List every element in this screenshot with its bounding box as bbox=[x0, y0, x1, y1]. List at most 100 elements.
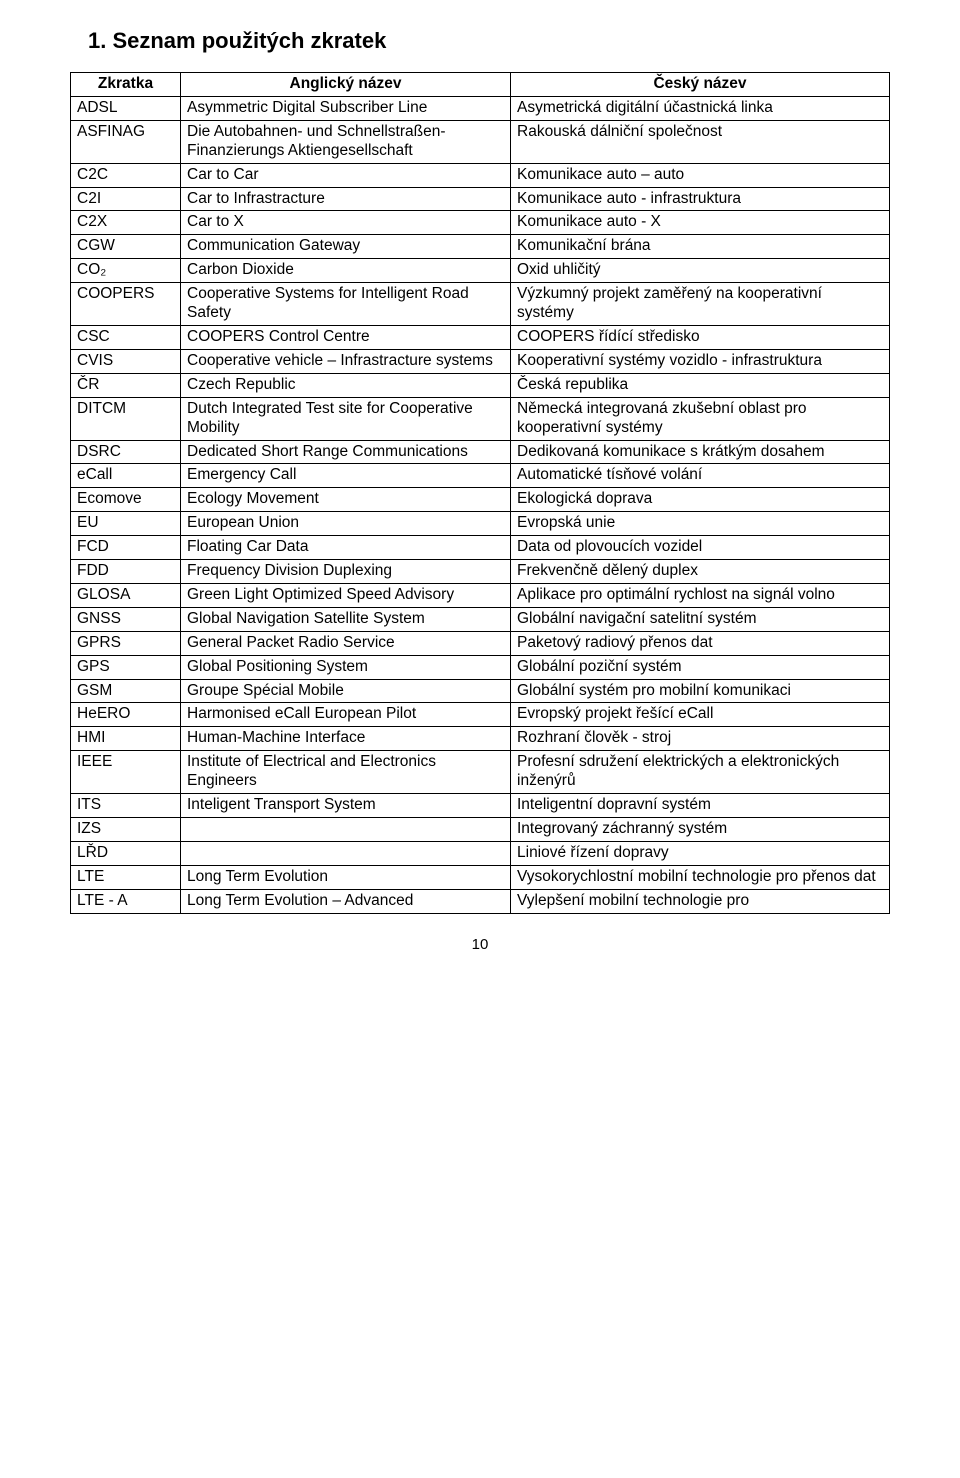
cell-en bbox=[181, 841, 511, 865]
table-row: DITCMDutch Integrated Test site for Coop… bbox=[71, 397, 890, 440]
table-row: GPSGlobal Positioning SystemGlobální poz… bbox=[71, 655, 890, 679]
cell-abbr: CSC bbox=[71, 325, 181, 349]
cell-abbr: FCD bbox=[71, 536, 181, 560]
col-header-en: Anglický název bbox=[181, 73, 511, 97]
cell-en: Ecology Movement bbox=[181, 488, 511, 512]
cell-abbr: LŘD bbox=[71, 841, 181, 865]
cell-cz: Komunikace auto - X bbox=[511, 211, 890, 235]
cell-abbr: ASFINAG bbox=[71, 120, 181, 163]
cell-cz: Paketový radiový přenos dat bbox=[511, 631, 890, 655]
cell-cz: Liniové řízení dopravy bbox=[511, 841, 890, 865]
table-row: IEEEInstitute of Electrical and Electron… bbox=[71, 751, 890, 794]
table-row: EcomoveEcology MovementEkologická doprav… bbox=[71, 488, 890, 512]
table-row: ASFINAGDie Autobahnen- und Schnellstraße… bbox=[71, 120, 890, 163]
table-row: LTELong Term EvolutionVysokorychlostní m… bbox=[71, 865, 890, 889]
cell-abbr: LTE bbox=[71, 865, 181, 889]
cell-cz: Komunikační brána bbox=[511, 235, 890, 259]
cell-cz: Vylepšení mobilní technologie pro bbox=[511, 889, 890, 913]
cell-en: Cooperative vehicle – Infrastracture sys… bbox=[181, 349, 511, 373]
cell-cz: Kooperativní systémy vozidlo - infrastru… bbox=[511, 349, 890, 373]
cell-abbr: Ecomove bbox=[71, 488, 181, 512]
cell-cz: Vysokorychlostní mobilní technologie pro… bbox=[511, 865, 890, 889]
table-row: IZS Integrovaný záchranný systém bbox=[71, 818, 890, 842]
cell-en: Car to Infrastracture bbox=[181, 187, 511, 211]
cell-en: Global Positioning System bbox=[181, 655, 511, 679]
cell-en: Dedicated Short Range Communications bbox=[181, 440, 511, 464]
cell-en: Car to Car bbox=[181, 163, 511, 187]
table-row: HeEROHarmonised eCall European PilotEvro… bbox=[71, 703, 890, 727]
cell-en: Dutch Integrated Test site for Cooperati… bbox=[181, 397, 511, 440]
table-row: ČRCzech RepublicČeská republika bbox=[71, 373, 890, 397]
cell-en: European Union bbox=[181, 512, 511, 536]
cell-en: Long Term Evolution bbox=[181, 865, 511, 889]
table-header-row: Zkratka Anglický název Český název bbox=[71, 73, 890, 97]
table-row: ITSInteligent Transport SystemInteligent… bbox=[71, 794, 890, 818]
cell-en: Car to X bbox=[181, 211, 511, 235]
cell-cz: Integrovaný záchranný systém bbox=[511, 818, 890, 842]
table-row: HMIHuman-Machine InterfaceRozhraní člově… bbox=[71, 727, 890, 751]
cell-en: Die Autobahnen- und Schnellstraßen-Finan… bbox=[181, 120, 511, 163]
cell-abbr: C2C bbox=[71, 163, 181, 187]
cell-abbr: IEEE bbox=[71, 751, 181, 794]
table-row: CSCCOOPERS Control CentreCOOPERS řídící … bbox=[71, 325, 890, 349]
cell-cz: COOPERS řídící středisko bbox=[511, 325, 890, 349]
cell-en: Harmonised eCall European Pilot bbox=[181, 703, 511, 727]
cell-abbr: CGW bbox=[71, 235, 181, 259]
page-title: 1. Seznam použitých zkratek bbox=[88, 28, 890, 54]
cell-abbr: ITS bbox=[71, 794, 181, 818]
cell-en: Cooperative Systems for Intelligent Road… bbox=[181, 283, 511, 326]
table-row: ADSLAsymmetric Digital Subscriber LineAs… bbox=[71, 96, 890, 120]
cell-en: Groupe Spécial Mobile bbox=[181, 679, 511, 703]
col-header-abbr: Zkratka bbox=[71, 73, 181, 97]
cell-abbr: ČR bbox=[71, 373, 181, 397]
table-row: eCallEmergency CallAutomatické tísňové v… bbox=[71, 464, 890, 488]
cell-en: Communication Gateway bbox=[181, 235, 511, 259]
table-row: GLOSAGreen Light Optimized Speed Advisor… bbox=[71, 583, 890, 607]
cell-cz: Rakouská dálniční společnost bbox=[511, 120, 890, 163]
table-row: C2ICar to InfrastractureKomunikace auto … bbox=[71, 187, 890, 211]
cell-cz: Evropský projekt řešící eCall bbox=[511, 703, 890, 727]
abbreviations-table: Zkratka Anglický název Český název ADSLA… bbox=[70, 72, 890, 914]
cell-en: Czech Republic bbox=[181, 373, 511, 397]
cell-cz: Globální systém pro mobilní komunikaci bbox=[511, 679, 890, 703]
table-row: GNSSGlobal Navigation Satellite SystemGl… bbox=[71, 607, 890, 631]
cell-en: Human-Machine Interface bbox=[181, 727, 511, 751]
cell-abbr: GPRS bbox=[71, 631, 181, 655]
table-row: CVISCooperative vehicle – Infrastracture… bbox=[71, 349, 890, 373]
cell-cz: Profesní sdružení elektrických a elektro… bbox=[511, 751, 890, 794]
cell-abbr: ADSL bbox=[71, 96, 181, 120]
cell-cz: Frekvenčně dělený duplex bbox=[511, 560, 890, 584]
table-row: FCDFloating Car DataData od plovoucích v… bbox=[71, 536, 890, 560]
cell-abbr: COOPERS bbox=[71, 283, 181, 326]
cell-abbr: GSM bbox=[71, 679, 181, 703]
table-row: C2CCar to CarKomunikace auto – auto bbox=[71, 163, 890, 187]
cell-cz: Německá integrovaná zkušební oblast pro … bbox=[511, 397, 890, 440]
cell-en: Carbon Dioxide bbox=[181, 259, 511, 283]
cell-en bbox=[181, 818, 511, 842]
cell-en: Inteligent Transport System bbox=[181, 794, 511, 818]
cell-cz: Globální poziční systém bbox=[511, 655, 890, 679]
cell-cz: Dedikovaná komunikace s krátkým dosahem bbox=[511, 440, 890, 464]
cell-cz: Data od plovoucích vozidel bbox=[511, 536, 890, 560]
cell-en: Frequency Division Duplexing bbox=[181, 560, 511, 584]
cell-en: Long Term Evolution – Advanced bbox=[181, 889, 511, 913]
cell-abbr: IZS bbox=[71, 818, 181, 842]
cell-en: Emergency Call bbox=[181, 464, 511, 488]
cell-cz: Výzkumný projekt zaměřený na kooperativn… bbox=[511, 283, 890, 326]
cell-cz: Inteligentní dopravní systém bbox=[511, 794, 890, 818]
cell-en: Green Light Optimized Speed Advisory bbox=[181, 583, 511, 607]
cell-abbr: HMI bbox=[71, 727, 181, 751]
cell-en: General Packet Radio Service bbox=[181, 631, 511, 655]
table-row: LŘD Liniové řízení dopravy bbox=[71, 841, 890, 865]
cell-abbr: GPS bbox=[71, 655, 181, 679]
table-row: C2XCar to XKomunikace auto - X bbox=[71, 211, 890, 235]
table-row: DSRCDedicated Short Range Communications… bbox=[71, 440, 890, 464]
cell-en: Global Navigation Satellite System bbox=[181, 607, 511, 631]
cell-cz: Asymetrická digitální účastnická linka bbox=[511, 96, 890, 120]
cell-abbr: C2I bbox=[71, 187, 181, 211]
cell-en: Asymmetric Digital Subscriber Line bbox=[181, 96, 511, 120]
table-row: LTE - ALong Term Evolution – AdvancedVyl… bbox=[71, 889, 890, 913]
cell-cz: Rozhraní člověk - stroj bbox=[511, 727, 890, 751]
table-row: FDDFrequency Division DuplexingFrekvenčn… bbox=[71, 560, 890, 584]
cell-abbr: LTE - A bbox=[71, 889, 181, 913]
